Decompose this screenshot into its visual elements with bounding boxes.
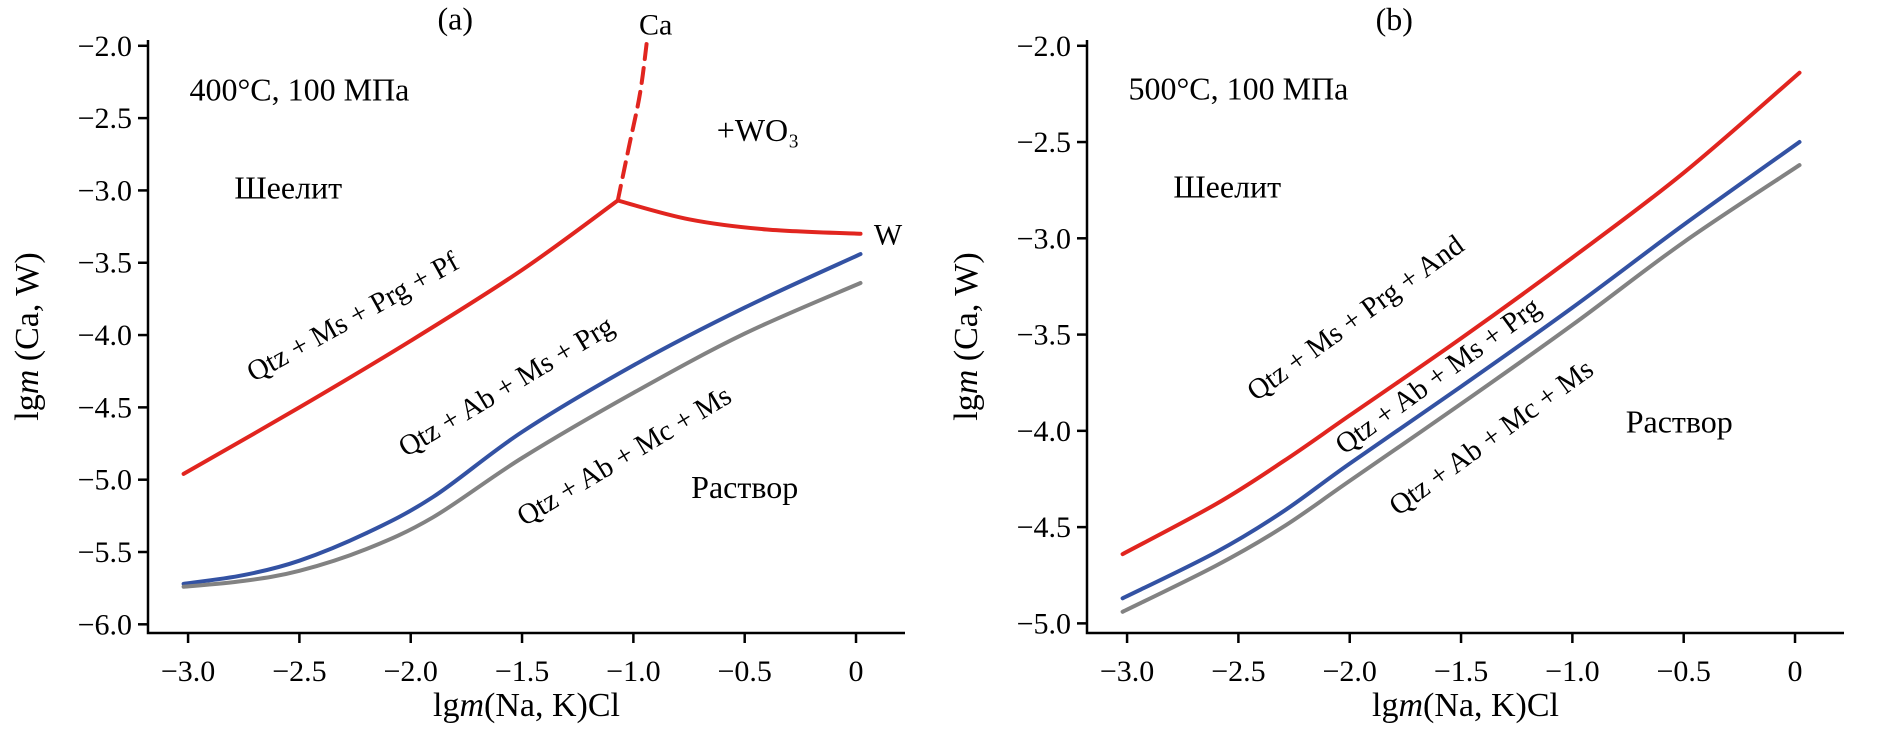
y-tick-label: −5.5 — [78, 536, 132, 569]
chart-panel-a: −3.0 −2.5 −2.0 −1.5 −1.0 −0.5 0 −6.0 −5.5 −5.0 −4.… — [9, 1, 905, 724]
y-tick-label: −3.0 — [1017, 222, 1071, 255]
x-tick-label: −2.5 — [272, 655, 326, 688]
x-tick-label: −1.5 — [1434, 655, 1488, 688]
y-tick-label: −2.0 — [78, 30, 132, 63]
y-tick-label: −6.0 — [78, 608, 132, 641]
endpoint-label-w: W — [874, 218, 903, 251]
chart-panel-b: −3.0 −2.5 −2.0 −1.5 −1.0 −0.5 0 −5.0 −4.5 −4.0 −3.… — [939, 0, 1878, 738]
y-tick-label: −2.0 — [1017, 30, 1071, 63]
x-tick-label: −1.5 — [495, 655, 549, 688]
y-tick-label: −2.5 — [1017, 126, 1071, 159]
y-tick-label: −4.5 — [78, 391, 132, 424]
x-tick-label: −0.5 — [1656, 655, 1710, 688]
y-axis-label: lgm (Ca, W) — [9, 252, 46, 420]
x-axis-label: lgm(Na, K)Cl — [433, 687, 620, 724]
y-tick-label: −4.0 — [1017, 415, 1071, 448]
series-scheelite-w-branch — [615, 198, 863, 236]
chart-svg-a: −3.0 −2.5 −2.0 −1.5 −1.0 −0.5 0 −6.0 −5.5 −5.0 −4.… — [9, 1, 905, 724]
axes-a — [138, 40, 905, 643]
series-qtz-ms-prg-and — [1120, 70, 1802, 557]
y-tick-label: −3.5 — [1017, 319, 1071, 352]
panel-label-a: (a) — [437, 1, 473, 37]
series-qtz-ms-prg-pf — [181, 198, 620, 476]
conditions-label: 400°C, 100 МПа — [189, 71, 409, 107]
x-tick-label: −1.0 — [1545, 655, 1599, 688]
axes-b — [1077, 40, 1844, 643]
x-tick-label: −2.5 — [1211, 655, 1265, 688]
chart-svg-b: −3.0 −2.5 −2.0 −1.5 −1.0 −0.5 0 −5.0 −4.5 −4.0 −3.… — [948, 1, 1844, 724]
x-axis-label: lgm(Na, K)Cl — [1372, 687, 1559, 724]
x-tick-label: 0 — [849, 655, 864, 688]
region-label-wo3: +WO₃ — [717, 112, 800, 148]
y-tick-label: −3.0 — [78, 174, 132, 207]
region-label-scheelite: Шеелит — [1173, 169, 1281, 205]
y-axis-label: lgm (Ca, W) — [948, 252, 985, 420]
y-tick-label: −4.0 — [78, 319, 132, 352]
y-tick-label: −2.5 — [78, 102, 132, 135]
y-tick-label: −4.5 — [1017, 511, 1071, 544]
y-tick-label: −5.0 — [1017, 607, 1071, 640]
x-tick-label: −3.0 — [161, 655, 215, 688]
region-label-scheelite: Шеелит — [234, 170, 342, 206]
curve-label-gray: Qtz + Ab + Mc + Ms — [511, 380, 737, 533]
panel-label-b: (b) — [1376, 1, 1413, 37]
conditions-label: 500°C, 100 МПа — [1128, 70, 1348, 106]
x-tick-label: −0.5 — [717, 655, 771, 688]
x-tick-label: 0 — [1788, 655, 1803, 688]
x-tick-label: −2.0 — [384, 655, 438, 688]
x-tick-label: −3.0 — [1100, 655, 1154, 688]
series-qtz-ab-ms-prg — [181, 252, 863, 586]
series-qtz-ab-mc-ms — [1120, 163, 1802, 614]
series-ca-branch — [615, 40, 649, 203]
x-tick-label: −2.0 — [1323, 655, 1377, 688]
curve-label-red: Qtz + Ms + Prg + Pf — [241, 245, 464, 388]
region-label-solution: Раствор — [691, 469, 798, 505]
axis-spines — [146, 40, 905, 635]
y-tick-label: −3.5 — [78, 247, 132, 280]
series-qtz-ab-mc-ms — [181, 281, 863, 589]
region-label-solution: Раствор — [1626, 403, 1733, 439]
endpoint-label-ca: Ca — [639, 9, 672, 42]
y-tick-label: −5.0 — [78, 464, 132, 497]
x-tick-label: −1.0 — [606, 655, 660, 688]
series-qtz-ab-ms-prg — [1120, 140, 1802, 601]
